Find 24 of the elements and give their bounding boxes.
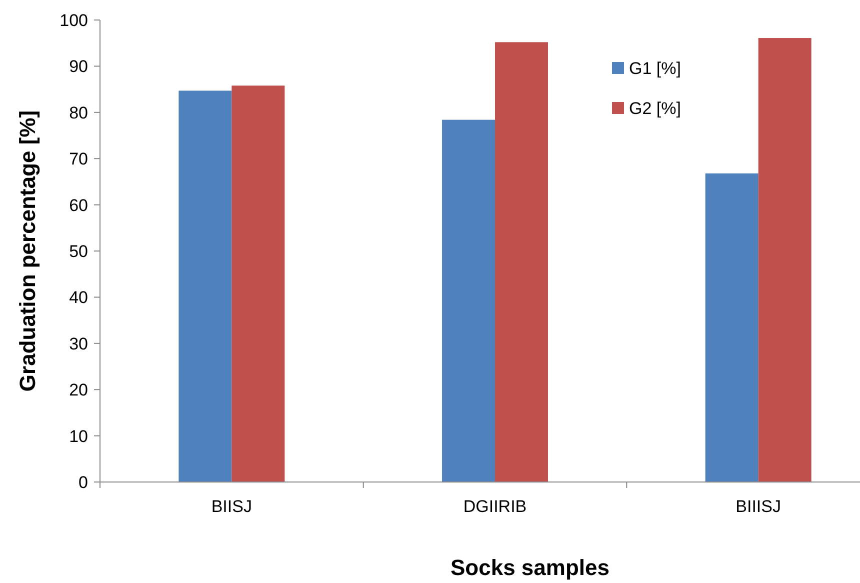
y-tick-label: 60 xyxy=(69,196,88,215)
bar xyxy=(705,173,758,482)
y-tick-label: 20 xyxy=(69,380,88,400)
x-axis-title: Socks samples xyxy=(450,555,610,580)
y-tick-label: 40 xyxy=(69,288,88,308)
bar xyxy=(178,90,232,482)
x-tick-label: DGIIRIB xyxy=(463,497,527,516)
y-tick-label: 30 xyxy=(69,334,88,354)
y-tick-label: 0 xyxy=(78,472,88,492)
y-axis-title: Graduation percentage [%] xyxy=(15,110,40,392)
bar xyxy=(442,120,495,482)
x-tick-label: BIISJ xyxy=(211,497,252,516)
x-tick-label: BIIISJ xyxy=(736,497,782,516)
legend-label: G2 [%] xyxy=(629,98,681,118)
y-tick-label: 10 xyxy=(69,426,88,446)
y-tick-label: 70 xyxy=(69,150,88,169)
y-tick-label: 80 xyxy=(69,103,88,122)
bar xyxy=(758,38,812,482)
y-tick-label: 100 xyxy=(60,10,88,30)
y-tick-label: 50 xyxy=(69,242,88,261)
bar xyxy=(232,86,285,482)
legend-label: G1 [%] xyxy=(629,58,681,78)
y-tick-label: 90 xyxy=(69,57,88,76)
bar xyxy=(495,42,548,482)
